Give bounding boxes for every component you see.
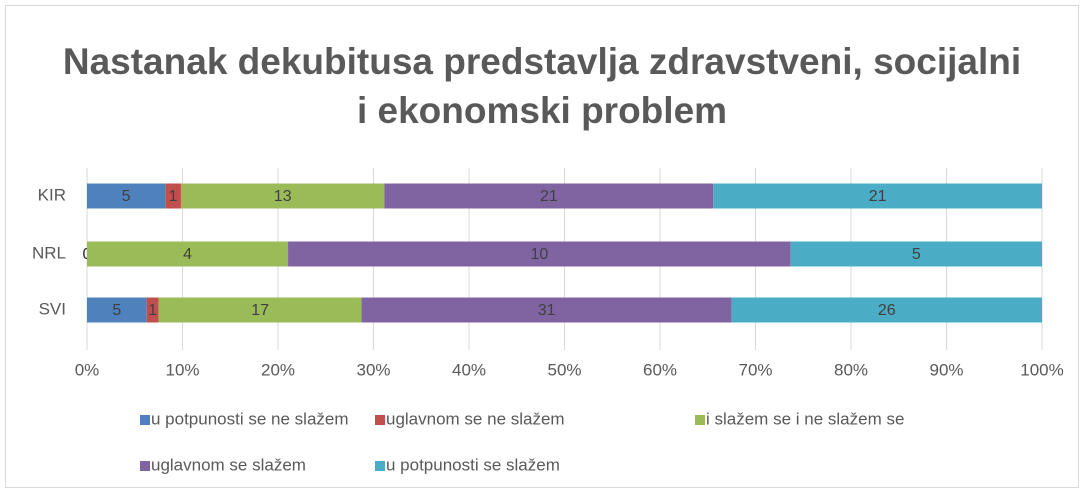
data-label: 5 bbox=[112, 302, 121, 319]
bar bbox=[87, 297, 147, 323]
legend-label: u potpunosti se ne slažem bbox=[151, 409, 349, 428]
x-tick-label: 30% bbox=[356, 360, 390, 379]
data-label: 1 bbox=[148, 302, 157, 319]
bar bbox=[165, 183, 181, 209]
bar bbox=[288, 241, 791, 267]
x-tick-label: 10% bbox=[165, 360, 199, 379]
legend-marker bbox=[695, 415, 705, 425]
y-tick-label: NRL bbox=[32, 243, 66, 262]
data-label: 26 bbox=[878, 302, 896, 319]
y-tick-label: KIR bbox=[38, 185, 66, 204]
data-label: 21 bbox=[540, 188, 558, 205]
legend-label: uglavnom se slažem bbox=[151, 455, 306, 474]
legend-marker bbox=[375, 461, 385, 471]
bar bbox=[731, 297, 1042, 323]
bar bbox=[180, 183, 385, 209]
x-tick-label: 40% bbox=[452, 360, 486, 379]
chart-title: Nastanak dekubitusa predstavlja zdravstv… bbox=[63, 41, 1021, 131]
data-label: 31 bbox=[538, 302, 556, 319]
bar bbox=[158, 297, 362, 323]
data-label: 10 bbox=[530, 246, 548, 263]
x-tick-label: 70% bbox=[738, 360, 772, 379]
data-label: 21 bbox=[869, 188, 887, 205]
data-label: 5 bbox=[122, 188, 131, 205]
bar bbox=[146, 297, 159, 323]
bar bbox=[87, 183, 166, 209]
x-tick-label: 0% bbox=[75, 360, 100, 379]
x-tick-label: 20% bbox=[261, 360, 295, 379]
data-label: 1 bbox=[169, 188, 178, 205]
legend-label: uglavnom se ne slažem bbox=[386, 409, 565, 428]
bar bbox=[790, 241, 1042, 267]
bar bbox=[384, 183, 714, 209]
x-tick-label: 50% bbox=[547, 360, 581, 379]
x-tick-label: 60% bbox=[643, 360, 677, 379]
x-tick-label: 80% bbox=[834, 360, 868, 379]
legend-marker bbox=[375, 415, 385, 425]
data-label: 4 bbox=[183, 246, 192, 263]
legend-label: i slažem se i ne slažem se bbox=[706, 409, 904, 428]
bar bbox=[87, 241, 289, 267]
data-label: 5 bbox=[912, 246, 921, 263]
data-label: 13 bbox=[274, 188, 292, 205]
y-tick-label: SVI bbox=[39, 299, 66, 318]
bar bbox=[713, 183, 1042, 209]
bar bbox=[361, 297, 732, 323]
x-tick-label: 90% bbox=[929, 360, 963, 379]
legend-marker bbox=[140, 415, 150, 425]
data-label: 17 bbox=[251, 302, 269, 319]
legend-label: u potpunosti se slažem bbox=[386, 455, 560, 474]
x-tick-label: 100% bbox=[1020, 360, 1063, 379]
legend-marker bbox=[140, 461, 150, 471]
